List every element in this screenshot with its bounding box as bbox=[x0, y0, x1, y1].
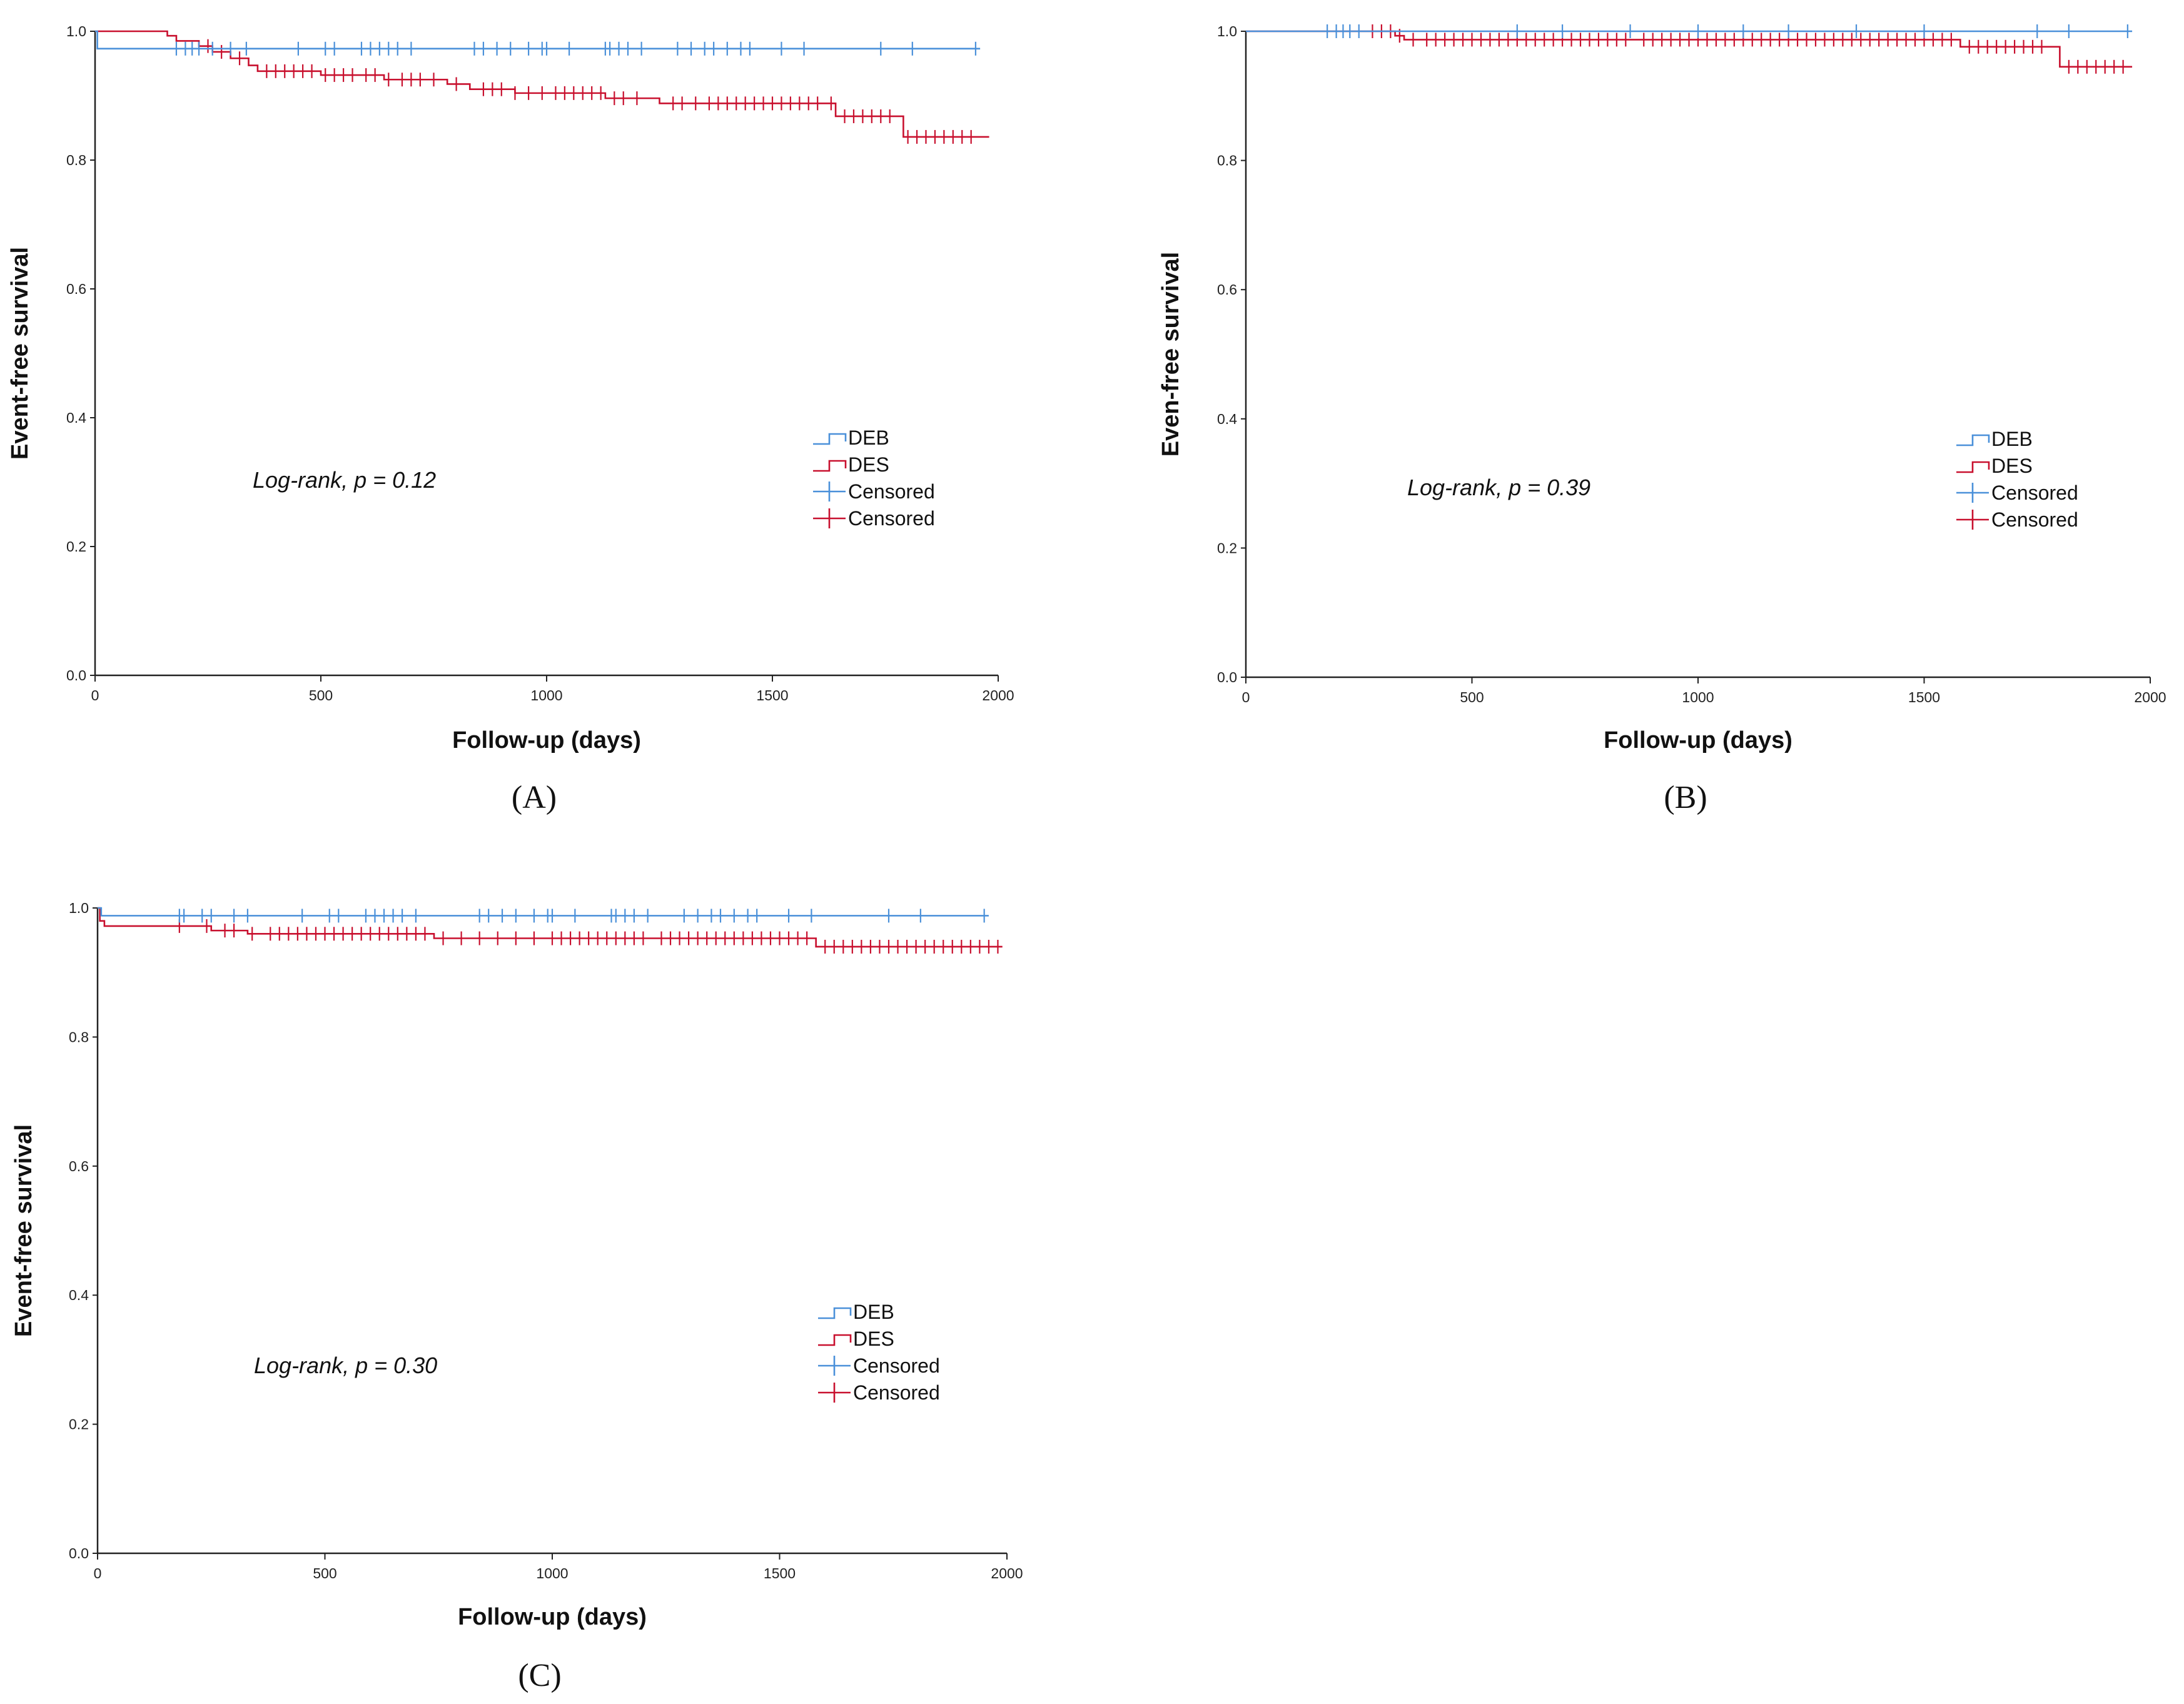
y-tick-label: 0.0 bbox=[1217, 669, 1237, 685]
log-rank-annotation: Log-rank, p = 0.39 bbox=[1407, 475, 1590, 500]
x-tick-label: 1500 bbox=[756, 687, 788, 703]
y-tick-label: 1.0 bbox=[69, 900, 89, 916]
y-tick-label: 0.8 bbox=[69, 1029, 89, 1045]
deb-survival-curve bbox=[98, 907, 989, 917]
legend-line-swatch bbox=[813, 433, 847, 445]
x-tick-label: 500 bbox=[1460, 689, 1484, 705]
legend-label: Censored bbox=[853, 1354, 940, 1377]
y-tick-label: 0.2 bbox=[66, 538, 86, 555]
x-tick-label: 2000 bbox=[982, 687, 1014, 703]
legend-line-swatch bbox=[818, 1334, 852, 1346]
y-tick-label: 1.0 bbox=[1217, 23, 1237, 39]
x-tick-label: 1500 bbox=[1908, 689, 1940, 705]
legend-label: Censored bbox=[848, 480, 935, 503]
legend: DEB DES Censored Censored bbox=[813, 426, 935, 530]
legend-label: DEB bbox=[853, 1301, 894, 1323]
legend: DEB DES Censored Censored bbox=[1956, 428, 2078, 531]
y-tick-label: 0.2 bbox=[69, 1416, 89, 1433]
legend-line-swatch bbox=[1956, 434, 1990, 446]
km-panel-b: 0 500 1000 1500 2000 0.0 0.2 0.4 0.6 0.8 1.0 Follow… bbox=[1158, 23, 2166, 815]
y-axis-title: Even-free survival bbox=[1158, 252, 1184, 456]
y-tick-label: 0.2 bbox=[1217, 540, 1237, 556]
panel-label: (C) bbox=[518, 1658, 561, 1693]
x-axis-title: Follow-up (days) bbox=[458, 1604, 647, 1630]
des-survival-curve bbox=[1246, 30, 2133, 68]
km-panel-c: 0 500 1000 1500 2000 0.0 0.2 0.4 0.6 0.8 1.0 Follow… bbox=[11, 900, 1023, 1693]
y-axis-title: Event-free survival bbox=[7, 247, 33, 460]
x-axis-title: Follow-up (days) bbox=[1604, 727, 1792, 754]
y-tick-label: 0.6 bbox=[69, 1158, 89, 1174]
y-tick-label: 1.0 bbox=[66, 23, 86, 39]
x-tick-label: 1500 bbox=[764, 1565, 796, 1581]
y-tick-label: 0.0 bbox=[66, 667, 86, 683]
x-tick-label: 0 bbox=[91, 687, 99, 703]
y-tick-label: 0.4 bbox=[66, 410, 86, 426]
legend-line-swatch bbox=[818, 1307, 852, 1319]
y-tick-label: 0.0 bbox=[69, 1545, 89, 1561]
y-tick-label: 0.4 bbox=[1217, 411, 1237, 427]
panel-label: (A) bbox=[512, 780, 557, 815]
legend-label: Censored bbox=[848, 507, 935, 530]
y-tick-label: 0.8 bbox=[66, 152, 86, 168]
x-tick-label: 2000 bbox=[2134, 689, 2166, 705]
legend-label: DES bbox=[1991, 455, 2033, 477]
y-axis-title: Event-free survival bbox=[11, 1124, 37, 1337]
deb-survival-curve bbox=[95, 30, 981, 50]
x-tick-label: 0 bbox=[1242, 689, 1250, 705]
legend-label: Censored bbox=[1991, 481, 2078, 504]
legend-label: Censored bbox=[1991, 508, 2078, 531]
x-tick-label: 2000 bbox=[991, 1565, 1023, 1581]
x-tick-label: 500 bbox=[309, 687, 333, 703]
x-tick-label: 0 bbox=[94, 1565, 102, 1581]
x-axis-title: Follow-up (days) bbox=[452, 727, 641, 754]
x-tick-label: 500 bbox=[313, 1565, 336, 1581]
legend: DEB DES Censored Censored bbox=[818, 1301, 940, 1404]
x-tick-label: 1000 bbox=[530, 687, 562, 703]
y-tick-label: 0.8 bbox=[1217, 153, 1237, 169]
legend-label: Censored bbox=[853, 1381, 940, 1404]
panel-label: (B) bbox=[1664, 780, 1707, 815]
y-tick-label: 0.6 bbox=[1217, 281, 1237, 298]
legend-label: DES bbox=[848, 453, 889, 476]
x-tick-label: 1000 bbox=[1682, 689, 1714, 705]
legend-label: DEB bbox=[1991, 428, 2033, 450]
log-rank-annotation: Log-rank, p = 0.30 bbox=[254, 1353, 437, 1378]
x-tick-label: 1000 bbox=[536, 1565, 568, 1581]
legend-label: DEB bbox=[848, 426, 889, 449]
log-rank-annotation: Log-rank, p = 0.12 bbox=[253, 467, 436, 493]
km-panel-a: 0 500 1000 1500 2000 0.0 0.2 0.4 0.6 0.8 1.0 Follow… bbox=[7, 23, 1014, 815]
legend-line-swatch bbox=[813, 460, 847, 472]
y-tick-label: 0.6 bbox=[66, 281, 86, 297]
legend-line-swatch bbox=[1956, 461, 1990, 473]
legend-label: DES bbox=[853, 1328, 894, 1350]
y-tick-label: 0.4 bbox=[69, 1287, 89, 1303]
